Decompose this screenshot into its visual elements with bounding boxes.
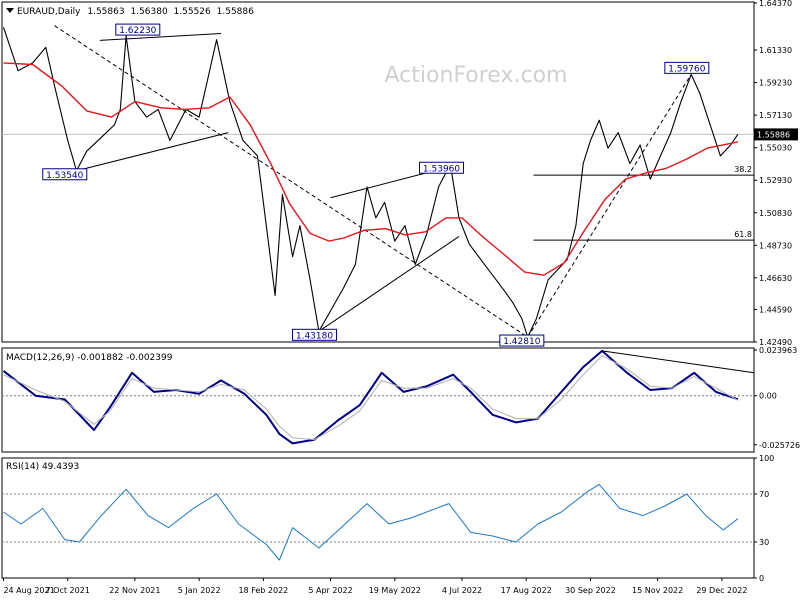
price-ytick-label: 1.55030 xyxy=(759,144,792,153)
price-ytick-label: 1.42490 xyxy=(759,338,792,347)
trendline xyxy=(76,132,229,172)
x-tick-label: 15 Nov 2022 xyxy=(632,586,683,595)
chart-header: EURAUD,Daily 1.55863 1.56380 1.55526 1.5… xyxy=(6,7,254,17)
macd-ytick-label: -0.025726 xyxy=(759,441,800,450)
x-tick-label: 5 Apr 2022 xyxy=(308,586,352,595)
dashed-trendline xyxy=(527,74,692,338)
rsi-ytick-label: 30 xyxy=(759,538,769,547)
x-tick-label: 7 Oct 2021 xyxy=(46,586,90,595)
price-label-text: 1.42810 xyxy=(503,337,540,347)
ohlc-low: 1.55526 xyxy=(174,7,211,17)
price-label-box xyxy=(291,328,337,341)
price-label-box xyxy=(419,161,465,174)
symbol-label: EURAUD,Daily xyxy=(17,7,81,17)
svg-text:EURAUD,Daily 1.55863: EURAUD,Daily 1.55863 1.56380 1.55526 1.5… xyxy=(17,7,254,17)
x-tick-label: 17 Aug 2022 xyxy=(501,586,552,595)
price-ytick-label: 1.61330 xyxy=(759,46,792,55)
x-tick-label: 24 Aug 2021 xyxy=(3,586,54,595)
price-label-text: 1.53960 xyxy=(423,164,460,174)
price-label: 1.59760 xyxy=(664,61,710,74)
rsi-series-rsi xyxy=(3,483,739,561)
price-label: 1.62230 xyxy=(115,23,161,36)
x-tick-label: 19 May 2022 xyxy=(369,586,421,595)
rsi-frame xyxy=(1,457,755,579)
ohlc-close: 1.55886 xyxy=(217,7,254,17)
price-label-box xyxy=(115,23,161,36)
x-tick-label: 5 Jan 2022 xyxy=(178,586,221,595)
price-ytick-label: 1.64370 xyxy=(759,0,792,8)
x-tick-label: 29 Dec 2022 xyxy=(696,586,747,595)
price-series-price xyxy=(2,27,739,338)
price-series-ma xyxy=(3,62,739,276)
fib-level-label: 38.2 xyxy=(734,165,752,174)
trendline xyxy=(99,32,222,41)
price-label-box xyxy=(499,334,545,347)
x-tick-label: 22 Nov 2021 xyxy=(109,586,160,595)
price-ytick-label: 1.48730 xyxy=(759,241,792,250)
price-label-text: 1.43180 xyxy=(296,331,333,341)
trendline xyxy=(318,236,460,332)
price-label-text: 1.62230 xyxy=(119,26,156,36)
price-label-text: 1.53540 xyxy=(46,171,83,181)
current-price-box: 1.55886 xyxy=(754,128,798,141)
macd-title: MACD(12,26,9) -0.001882 -0.002399 xyxy=(6,353,173,363)
price-label: 1.53960 xyxy=(419,161,465,174)
price-ytick-label: 1.44590 xyxy=(759,305,792,314)
macd-ytick-label: 0.023963 xyxy=(759,346,797,355)
x-tick-label: 30 Sep 2022 xyxy=(565,586,616,595)
price-ytick-label: 1.57130 xyxy=(759,111,792,120)
panel-frames xyxy=(1,1,755,579)
price-label: 1.43180 xyxy=(291,328,337,341)
dashed-trendline xyxy=(54,25,528,338)
fib-level-label: 61.8 xyxy=(734,230,752,239)
rsi-ytick-label: 100 xyxy=(759,454,774,463)
x-tick-label: 18 Feb 2022 xyxy=(238,586,288,595)
price-panel: 38.2 61.8 1.62230 1.53540 1.43180 1.53960 1.42… xyxy=(2,0,798,347)
price-ytick-label: 1.46630 xyxy=(759,274,792,283)
menu-triangle-icon[interactable] xyxy=(6,8,14,13)
macd-ytick-label: 0.00 xyxy=(759,392,777,401)
x-tick-label: 4 Jul 2022 xyxy=(442,586,482,595)
price-ytick-label: 1.52930 xyxy=(759,176,792,185)
rsi-title: RSI(14) 49.4393 xyxy=(6,462,79,472)
rsi-ytick-label: 0 xyxy=(759,574,764,583)
price-ytick-label: 1.50830 xyxy=(759,209,792,218)
rsi-ytick-label: 70 xyxy=(759,490,769,499)
macd-trendline xyxy=(602,350,755,374)
macd-frame xyxy=(1,347,755,453)
rsi-panel: RSI(14) 49.4393 100 70 30 0 xyxy=(2,454,774,583)
price-label-text: 1.59760 xyxy=(668,64,705,74)
ohlc-open: 1.55863 xyxy=(87,7,124,17)
price-label-box xyxy=(664,61,710,74)
price-label: 1.42810 xyxy=(499,334,545,347)
price-label-box xyxy=(42,168,88,181)
price-label: 1.53540 xyxy=(42,168,88,181)
watermark: ActionForex.com xyxy=(385,63,568,88)
price-ytick-label: 1.59230 xyxy=(759,79,792,88)
current-price-label: 1.55886 xyxy=(757,130,790,139)
current-price-bg xyxy=(754,128,798,141)
price-frame xyxy=(1,1,755,343)
macd-panel: MACD(12,26,9) -0.001882 -0.002399 0.0239… xyxy=(2,346,800,450)
macd-series-signal xyxy=(3,355,739,441)
ohlc-high: 1.56380 xyxy=(130,7,167,17)
